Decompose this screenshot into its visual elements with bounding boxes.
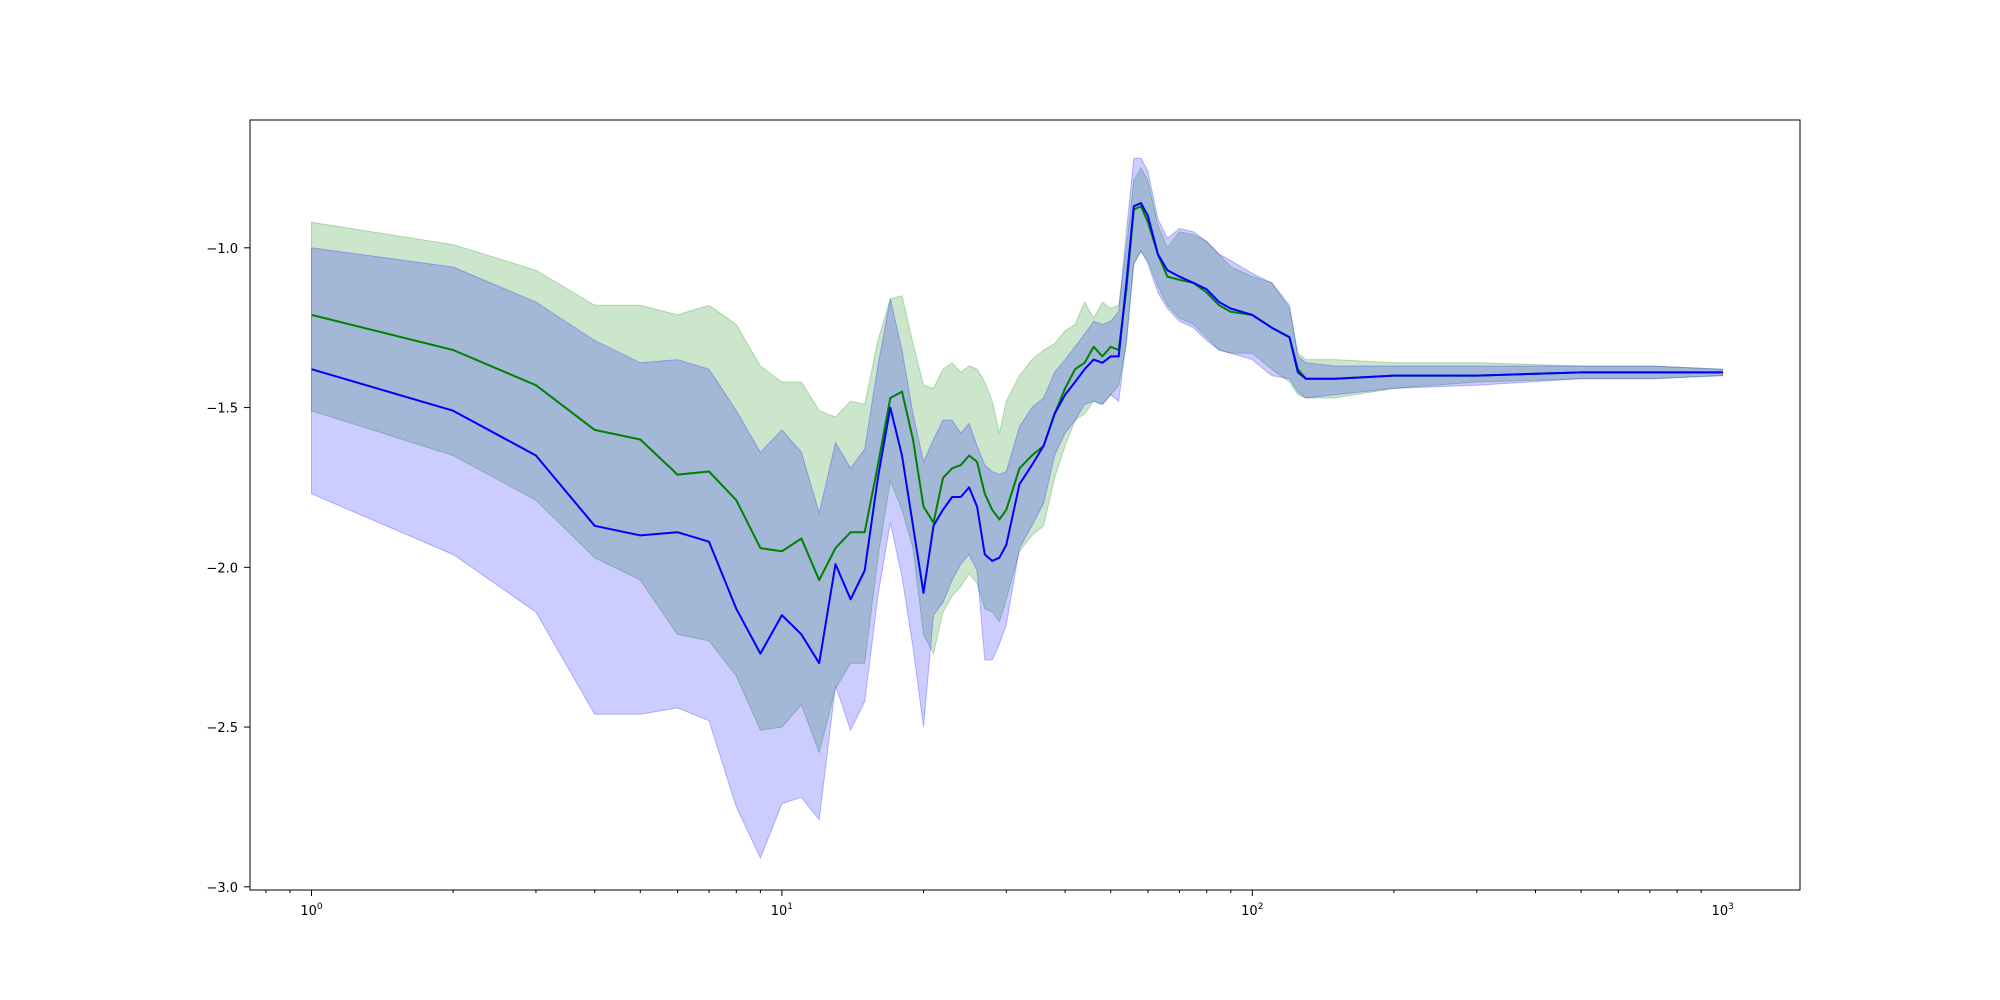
x-tick-label-exponent: 2 <box>1258 902 1264 912</box>
series-lines <box>311 202 1723 665</box>
series-2-band <box>311 157 1724 860</box>
y-axis: −1.0 −1.5 −2.0 −2.5 −3.0 <box>206 242 250 896</box>
x-tick-label-base: 10 <box>1712 904 1729 919</box>
series-1-band <box>311 166 1724 755</box>
x-tick-label: 100 <box>300 902 323 919</box>
x-tick-label-exponent: 1 <box>787 902 793 912</box>
y-tick-label: −2.5 <box>206 721 238 736</box>
y-tick-label: −1.0 <box>206 242 238 257</box>
y-tick-label: −2.0 <box>206 561 238 576</box>
confidence-bands <box>311 157 1724 860</box>
series-2-line <box>311 202 1723 665</box>
y-tick-label: −3.0 <box>206 881 238 896</box>
series-1-line <box>311 205 1723 582</box>
x-tick-label: 102 <box>1241 902 1263 919</box>
x-tick-label-exponent: 3 <box>1728 902 1734 912</box>
x-axis: 100 101 102 103 <box>265 890 1734 919</box>
x-tick-label-base: 10 <box>771 904 788 919</box>
x-tick-label-base: 10 <box>300 904 317 919</box>
plot-frame <box>249 119 1801 891</box>
x-tick-label-exponent: 0 <box>317 902 323 912</box>
x-tick-label: 101 <box>771 902 793 919</box>
y-tick-label: −1.5 <box>206 402 238 417</box>
x-tick-label: 103 <box>1712 902 1734 919</box>
x-tick-label-base: 10 <box>1241 904 1258 919</box>
